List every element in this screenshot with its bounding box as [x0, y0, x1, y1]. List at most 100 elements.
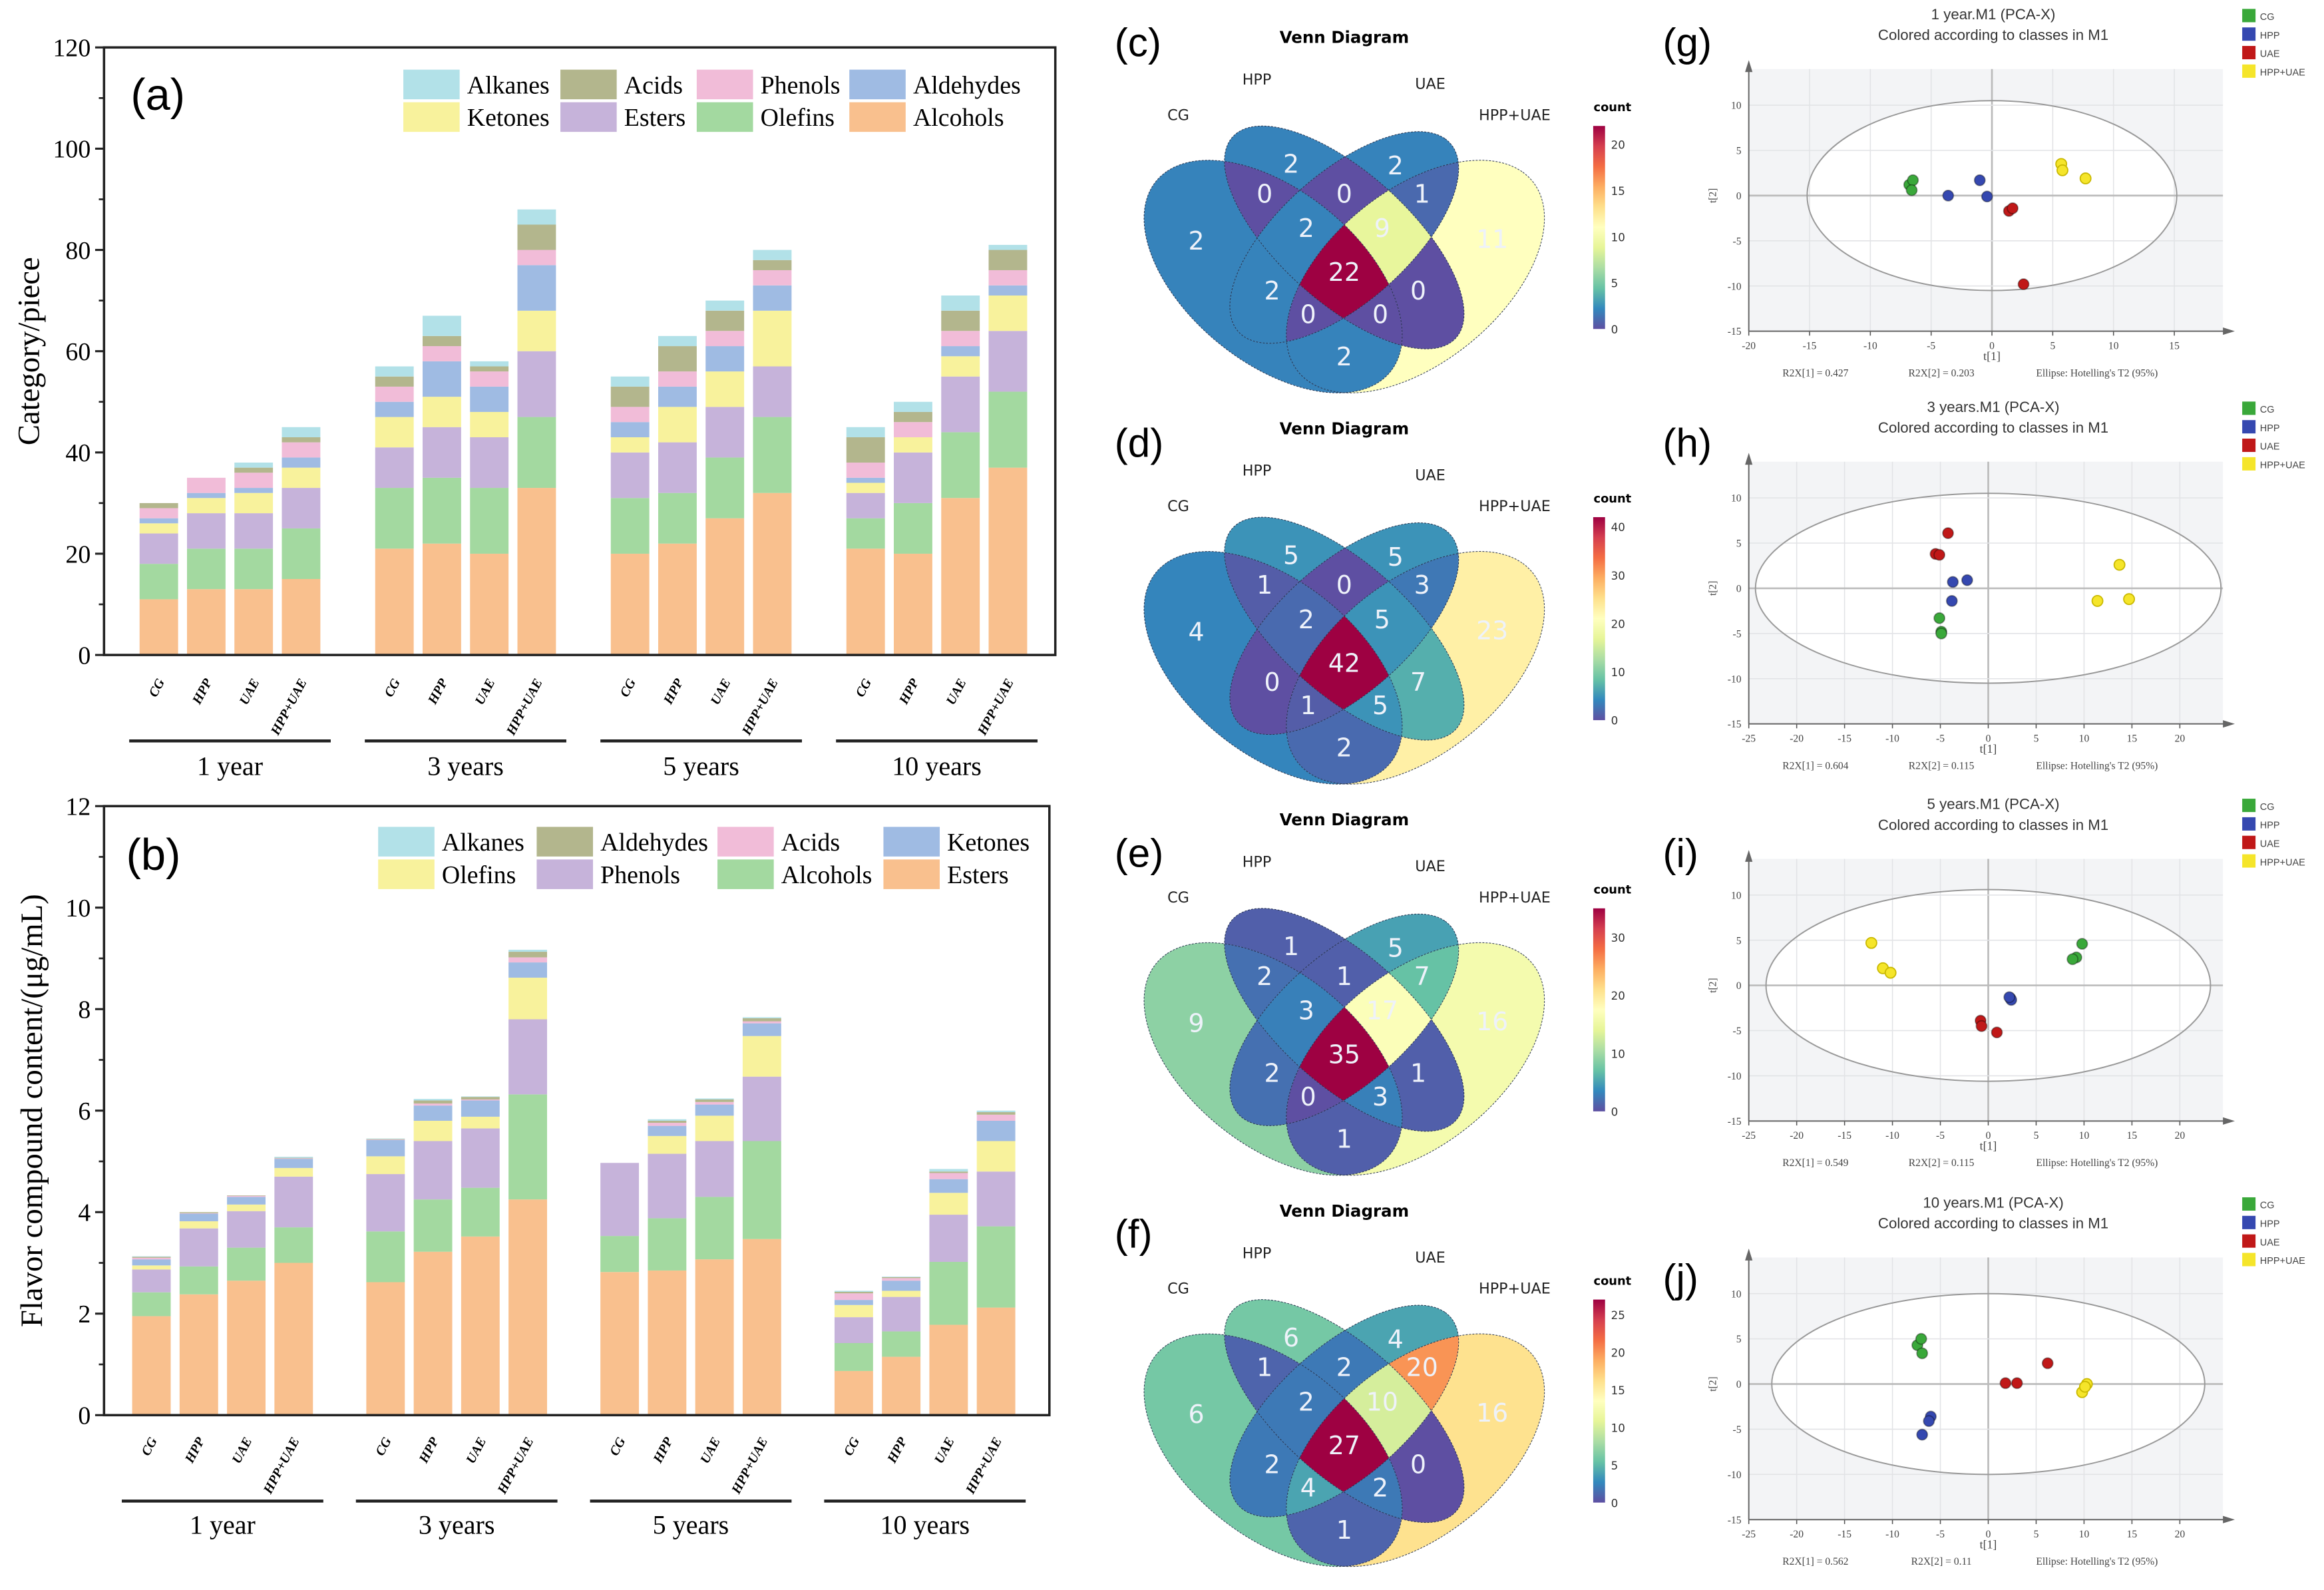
colorbar: [1593, 126, 1605, 329]
bar-segment: [413, 1099, 453, 1101]
bar-segment: [227, 1281, 266, 1416]
model-stat: R2X[2] = 0.115: [1909, 1157, 1975, 1169]
y-axis-arrow: [1745, 850, 1753, 862]
bar-segment: [882, 1356, 921, 1416]
panel-letter-b: (b): [126, 831, 181, 880]
bar-segment: [610, 437, 650, 453]
x-axis-label: t[1]: [1980, 1538, 1997, 1551]
legend-label: UAE: [2260, 1237, 2280, 1248]
bar-segment: [894, 411, 932, 423]
category-label: HPP+UAE: [729, 1435, 771, 1497]
legend-swatch: [403, 69, 460, 100]
bar-segment: [834, 1304, 873, 1318]
bar-segment: [846, 493, 885, 518]
bar-segment: [695, 1141, 734, 1197]
x-tick-label: 0: [1986, 1130, 1991, 1141]
bar-segment: [413, 1105, 453, 1121]
panel-b-bar-chart: CG HPP UAE HPP+UAE CG HPP UAE HPP+UAE CG HPP UAE HP…: [15, 793, 1051, 1539]
category-label: HPP+UAE: [974, 676, 1016, 738]
bar-segment: [705, 331, 745, 347]
legend-label: UAE: [2260, 839, 2280, 849]
legend-item: Olefins: [378, 859, 516, 889]
bar-segment: [695, 1115, 734, 1141]
bar-segment: [413, 1141, 453, 1200]
category-label: UAE: [473, 676, 498, 707]
y-tick-label: 2: [78, 1300, 91, 1328]
x-tick-label: 5: [2050, 340, 2055, 351]
venn-count: 2: [1298, 1387, 1314, 1416]
plot-subtitle: Colored according to classes in M1: [1878, 1215, 2108, 1232]
venn-count: 27: [1328, 1431, 1360, 1460]
model-stat: R2X[1] = 0.549: [1782, 1157, 1848, 1169]
panel-a-bar-chart: CG HPP UAE HPP+UAE CG HPP UAE HPP+UAE CG HPP UAE HP…: [11, 35, 1057, 781]
legend-label: HPP: [2260, 821, 2280, 831]
x-axis-arrow: [2223, 720, 2235, 728]
panel-letter-c: (c): [1115, 21, 1161, 65]
y-tick-label: -15: [1728, 326, 1742, 337]
bar-segment: [461, 1099, 500, 1101]
y-tick-label: 8: [78, 996, 91, 1024]
venn-count: 2: [1283, 150, 1299, 179]
bar-segment: [753, 493, 792, 656]
legend-swatch: [2242, 27, 2256, 41]
bar-segment: [375, 376, 414, 387]
data-point: [1942, 527, 1954, 539]
category-label: UAE: [708, 676, 734, 707]
y-tick-label: 0: [1736, 980, 1742, 992]
bar-segment: [929, 1215, 968, 1262]
bar-segment: [988, 250, 1028, 270]
bar-segment: [274, 1157, 313, 1158]
legend-swatch: [2242, 1253, 2256, 1267]
venn-count: 2: [1372, 1474, 1388, 1503]
data-point: [2076, 938, 2088, 950]
y-tick-label: -15: [1728, 719, 1742, 730]
data-point: [1923, 1415, 1935, 1428]
venn-set-label: HPP+UAE: [1479, 889, 1551, 906]
bar-segment: [894, 437, 932, 453]
legend-item: Alcohols: [849, 102, 1004, 132]
legend-item: Aldehydes: [536, 827, 708, 857]
data-point: [1916, 1428, 1929, 1441]
bar-segment: [658, 543, 697, 656]
bar-segment: [941, 295, 980, 311]
legend-item: Esters: [883, 859, 1009, 889]
bar-segment: [658, 335, 697, 347]
bar-segment: [753, 260, 792, 270]
venn-count: 16: [1476, 1398, 1508, 1428]
panel-j-pca: 10 years.M1 (PCA-X) Colored according to …: [1708, 1195, 2305, 1568]
venn-count: 0: [1264, 668, 1280, 697]
bar-segment: [941, 432, 980, 498]
x-axis-label: t[1]: [1983, 349, 2001, 363]
legend-swatch: [2242, 1215, 2256, 1229]
bar-segment: [894, 452, 932, 503]
colorbar-label: count: [1594, 100, 1632, 114]
y-tick-label: 0: [1736, 190, 1742, 202]
legend-item: Phenols: [536, 859, 680, 889]
category-label: HPP+UAE: [503, 676, 545, 738]
bar-segment: [282, 578, 321, 656]
x-tick-label: -20: [1790, 1130, 1804, 1141]
bar-segment: [882, 1281, 921, 1291]
x-tick-label: -15: [1838, 733, 1851, 744]
colorbar-tick-label: 10: [1611, 1422, 1625, 1434]
bar-segment: [882, 1277, 921, 1279]
venn-count: 16: [1476, 1007, 1508, 1036]
bar-segment: [132, 1269, 171, 1292]
panel-g-pca: 1 year.M1 (PCA-X) Colored according to cl…: [1708, 6, 2305, 379]
legend-label: Phenols: [600, 861, 680, 889]
category-label: CG: [382, 676, 404, 699]
bar-segment: [227, 1247, 266, 1281]
venn-count: 1: [1283, 932, 1299, 961]
x-tick-label: -15: [1838, 1130, 1851, 1141]
bar-segment: [186, 498, 226, 514]
legend-label: Acids: [624, 71, 683, 99]
plot-title: 1 year.M1 (PCA-X): [1931, 6, 2056, 23]
panel-i-pca: 5 years.M1 (PCA-X) Colored according to c…: [1708, 796, 2305, 1169]
category-label: HPP+UAE: [739, 676, 781, 738]
bar-segment: [695, 1259, 734, 1416]
venn-count: 7: [1414, 962, 1430, 991]
bar-segment: [846, 463, 885, 478]
colorbar-tick-label: 0: [1611, 323, 1619, 336]
data-point: [1933, 612, 1946, 624]
bar-segment: [600, 1163, 640, 1237]
